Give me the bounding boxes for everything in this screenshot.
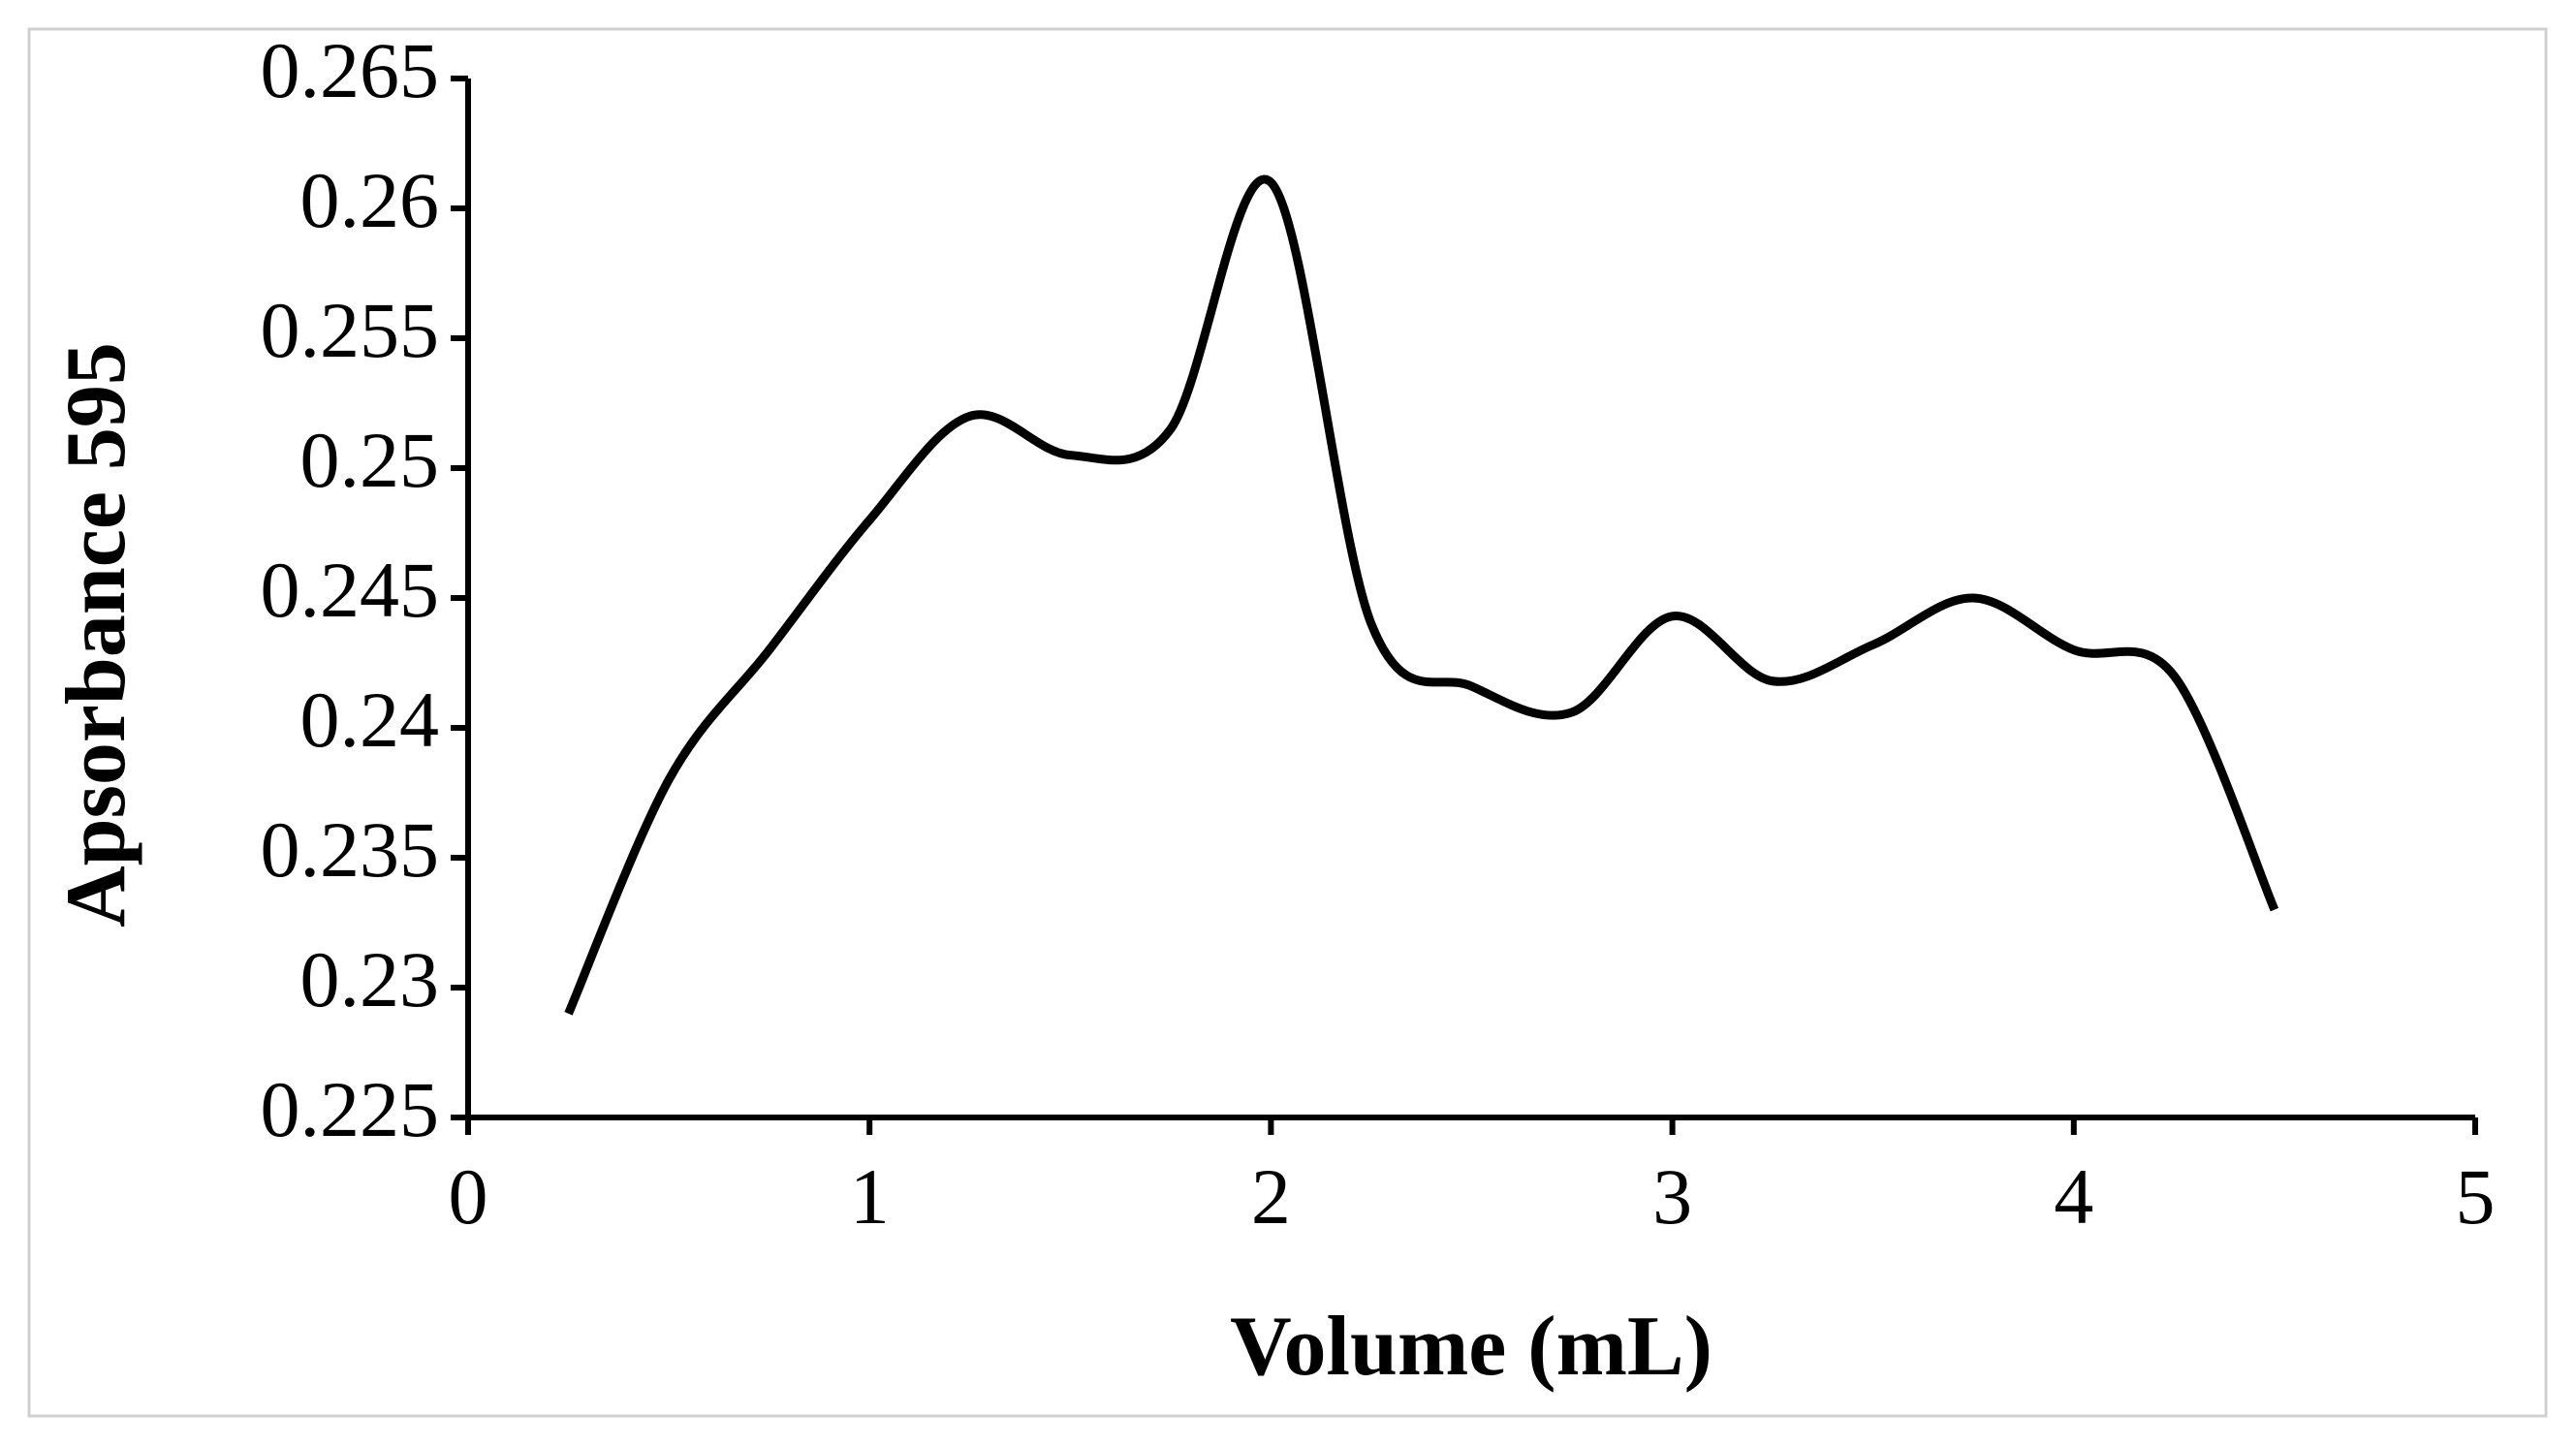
y-tick-label: 0.26 bbox=[300, 156, 440, 244]
x-tick-label: 0 bbox=[449, 1152, 488, 1241]
y-tick-label: 0.245 bbox=[261, 546, 440, 634]
x-tick-label: 3 bbox=[1652, 1152, 1692, 1241]
y-tick-label: 0.225 bbox=[261, 1065, 440, 1153]
x-tick-label: 5 bbox=[2456, 1152, 2496, 1241]
y-tick-label: 0.255 bbox=[261, 286, 440, 374]
x-tick-label: 4 bbox=[2054, 1152, 2093, 1241]
y-tick-label: 0.235 bbox=[261, 805, 440, 894]
y-tick-label: 0.23 bbox=[300, 935, 440, 1023]
chart-frame bbox=[27, 27, 2548, 1418]
x-axis-title: Volume (mL) bbox=[1230, 1300, 1712, 1394]
data-line bbox=[564, 174, 2279, 1016]
y-tick-label: 0.24 bbox=[300, 676, 440, 764]
x-tick-label: 1 bbox=[850, 1152, 890, 1241]
x-tick-label: 2 bbox=[1251, 1152, 1291, 1241]
y-tick-label: 0.25 bbox=[300, 416, 440, 504]
y-tick-label: 0.265 bbox=[261, 26, 440, 114]
y-axis-title: Apsorbance 595 bbox=[49, 342, 143, 928]
